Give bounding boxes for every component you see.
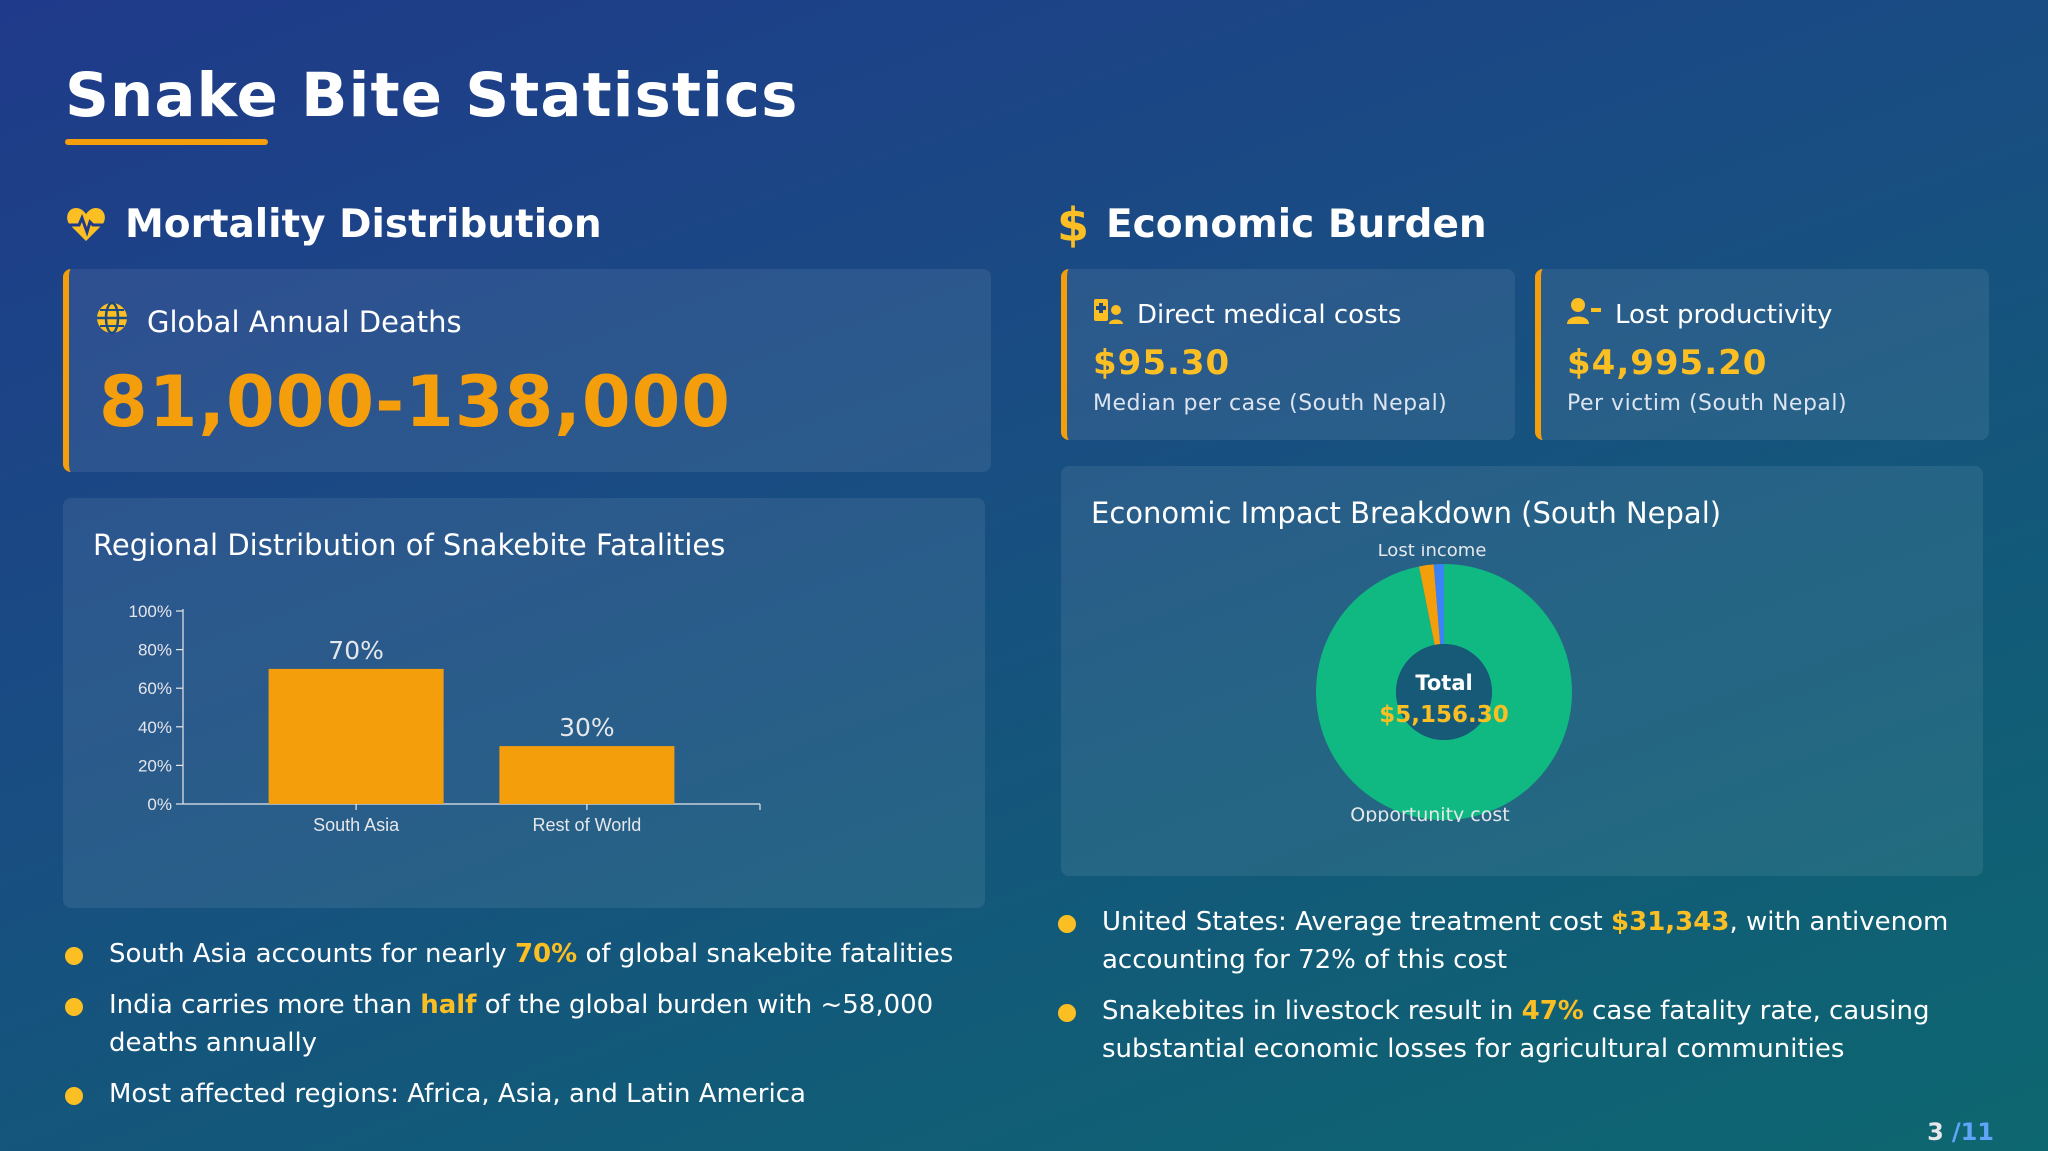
list-item: South Asia accounts for nearly 70% of gl…	[65, 935, 965, 973]
slice-label-opportunity-cost: Opportunity cost	[1350, 804, 1509, 826]
economic-bullets: United States: Average treatment cost $3…	[1058, 903, 1988, 1081]
bar-data-label: 70%	[328, 636, 384, 665]
page-title: Snake Bite Statistics	[65, 60, 799, 131]
y-tick-label: 20%	[138, 756, 172, 775]
lost-productivity-sub: Per victim (South Nepal)	[1567, 391, 1848, 416]
x-tick-label: Rest of World	[533, 815, 642, 835]
heart-pulse-icon	[65, 204, 107, 246]
direct-medical-label: Direct medical costs	[1093, 297, 1401, 332]
lost-productivity-value: $4,995.20	[1567, 343, 1768, 383]
pie-chart-card: Economic Impact Breakdown (South Nepal) …	[1061, 466, 1983, 876]
y-tick-label: 0%	[147, 795, 172, 814]
lost-productivity-card: Lost productivity $4,995.20 Per victim (…	[1535, 269, 1989, 440]
bullet-dot	[1058, 915, 1076, 933]
bar	[268, 668, 444, 804]
title-underline	[65, 139, 268, 145]
bar-chart: 0% 20% 40% 60% 80% 100% 70% South Asia 30% Rest o…	[129, 602, 761, 835]
pie-chart: Total $5,156.30 Lost income Opportunity cos…	[1316, 540, 1572, 826]
direct-medical-card: Direct medical costs $95.30 Median per c…	[1061, 269, 1515, 440]
y-tick-label: 60%	[138, 679, 172, 698]
mortality-bullets: South Asia accounts for nearly 70% of gl…	[65, 935, 965, 1126]
pie-slice	[1419, 564, 1441, 645]
list-item: Most affected regions: Africa, Asia, and…	[65, 1075, 965, 1113]
deaths-label-text: Global Annual Deaths	[147, 304, 462, 339]
x-tick-label: South Asia	[313, 815, 400, 835]
mortality-heading: Mortality Distribution	[65, 202, 602, 247]
slice-label-lost-income: Lost income	[1378, 540, 1487, 561]
bullet-dot	[65, 947, 83, 965]
list-item: India carries more than half of the glob…	[65, 986, 965, 1062]
donut-center-label: Total	[1415, 671, 1472, 695]
list-item: Snakebites in livestock result in 47% ca…	[1058, 992, 1988, 1068]
pie-chart-title: Economic Impact Breakdown (South Nepal)	[1091, 496, 1722, 530]
hospital-user-icon	[1093, 297, 1123, 332]
direct-medical-value: $95.30	[1093, 343, 1231, 383]
bullet-dot	[65, 998, 83, 1016]
global-deaths-card: Global Annual Deaths 81,000-138,000	[63, 269, 991, 472]
y-tick-label: 80%	[138, 641, 172, 660]
bullet-dot	[1058, 1004, 1076, 1022]
y-tick-label: 100%	[129, 602, 172, 621]
economic-heading-text: Economic Burden	[1106, 202, 1487, 247]
bullet-dot	[65, 1087, 83, 1105]
donut-hole	[1396, 644, 1492, 740]
deaths-label: Global Annual Deaths	[95, 301, 462, 342]
pager-total: /11	[1951, 1118, 1994, 1146]
deaths-value: 81,000-138,000	[99, 361, 732, 443]
slide-pager: 3/11	[1927, 1118, 1994, 1146]
user-minus-icon	[1567, 297, 1601, 332]
bar-data-label: 30%	[559, 713, 615, 742]
y-tick-label: 40%	[138, 718, 172, 737]
pie-slice	[1316, 564, 1572, 820]
direct-medical-label-text: Direct medical costs	[1137, 299, 1402, 330]
direct-medical-sub: Median per case (South Nepal)	[1093, 391, 1448, 416]
economic-heading: $ Economic Burden	[1057, 197, 1487, 252]
lost-productivity-label-text: Lost productivity	[1615, 299, 1833, 330]
pie-slice	[1433, 564, 1444, 645]
bar	[499, 746, 675, 804]
dollar-icon: $	[1057, 197, 1090, 252]
mortality-heading-text: Mortality Distribution	[125, 202, 602, 247]
list-item: United States: Average treatment cost $3…	[1058, 903, 1988, 979]
bar-chart-card: Regional Distribution of Snakebite Fatal…	[63, 498, 985, 908]
donut-center-value: $5,156.30	[1379, 702, 1509, 728]
pager-current: 3	[1927, 1118, 1944, 1146]
globe-icon	[95, 301, 129, 342]
bar-chart-title: Regional Distribution of Snakebite Fatal…	[93, 528, 726, 562]
lost-productivity-label: Lost productivity	[1567, 297, 1832, 332]
